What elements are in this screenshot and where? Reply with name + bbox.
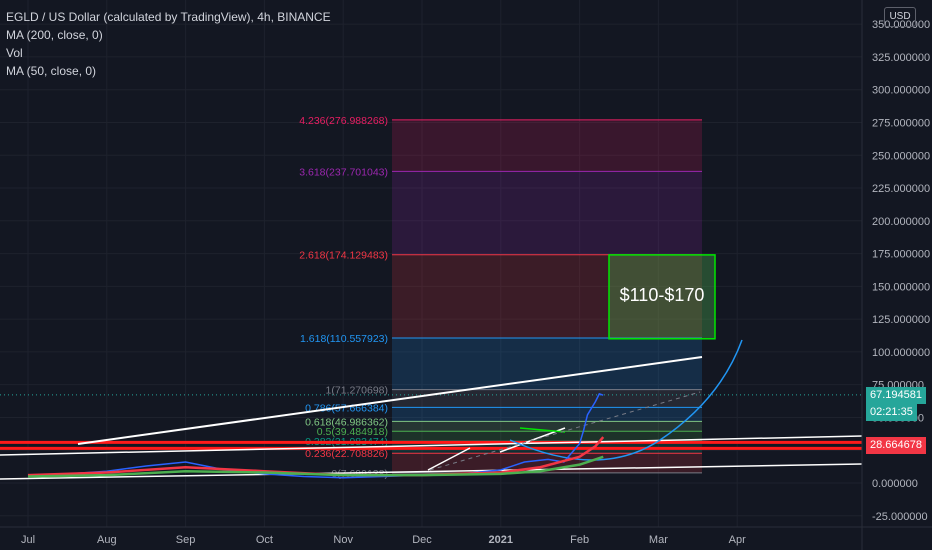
currency-badge[interactable]: USD	[884, 7, 916, 27]
y-tick-label: 300.000000	[872, 85, 930, 97]
fib-band	[392, 171, 702, 255]
price-series	[27, 392, 605, 479]
y-tick-label: 250.000000	[872, 150, 930, 162]
y-tick-label: 200.000000	[872, 216, 930, 228]
fib-band	[392, 407, 702, 422]
y-tick-label: 150.000000	[872, 281, 930, 293]
fib-band	[392, 254, 702, 339]
y-tick-label: 0.000000	[872, 478, 918, 490]
y-tick-label: 225.000000	[872, 183, 930, 195]
projection-line	[429, 391, 701, 471]
x-tick-label: Sep	[176, 534, 196, 546]
ma-200-line	[27, 455, 604, 478]
y-tick-label: 275.000000	[872, 117, 930, 129]
y-tick-label: 325.000000	[872, 52, 930, 64]
fib-level-label: 0.5(39.484918)	[317, 426, 388, 438]
x-tick-label: Nov	[333, 534, 353, 546]
x-tick-label: Jul	[21, 534, 35, 546]
fib-level-label: 4.236(276.988268)	[299, 115, 388, 127]
support-level-tag: 28.664678	[866, 437, 926, 454]
fib-level-label: 1.618(110.557923)	[300, 333, 388, 345]
parabolic-curve	[509, 339, 743, 461]
indicator-ma50[interactable]: MA (50, close, 0)	[6, 64, 97, 78]
flag-line	[519, 427, 566, 433]
trend-lines	[0, 339, 863, 480]
target-range-label: $110-$170	[619, 284, 705, 305]
target-zone	[608, 254, 716, 340]
chart-title: EGLD / US Dollar (calculated by TradingV…	[6, 10, 331, 24]
lower-trend-line	[0, 463, 863, 480]
grid	[0, 0, 862, 527]
countdown-tag: 02:21:35	[866, 404, 917, 421]
fib-level-label: 3.618(237.701043)	[299, 166, 388, 178]
y-tick-label: -25.000000	[872, 511, 928, 523]
fib-band	[392, 421, 702, 432]
y-tick-label: 175.000000	[872, 249, 930, 261]
x-tick-label: Feb	[570, 534, 589, 546]
chart-legend: EGLD / US Dollar (calculated by TradingV…	[6, 8, 331, 80]
x-tick-label: Apr	[729, 534, 746, 546]
fib-level-label: 2.618(174.129483)	[299, 250, 388, 262]
fib-band	[392, 389, 702, 408]
x-tick-label: Oct	[256, 534, 273, 546]
fib-level-label: 0.786(57.666384)	[305, 402, 388, 414]
fib-level-label: 0.618(46.986362)	[305, 416, 388, 428]
fib-level-label: 0.236(22.708826)	[305, 448, 388, 460]
x-tick-label: 2021	[489, 534, 513, 546]
indicator-ma200[interactable]: MA (200, close, 0)	[6, 28, 103, 42]
x-tick-label: Aug	[97, 534, 117, 546]
mid-trend-line	[0, 435, 863, 456]
y-tick-label: 125.000000	[872, 314, 930, 326]
last-price-tag: 67.194581	[866, 387, 926, 404]
x-tick-label: Mar	[649, 534, 668, 546]
y-tick-label: 100.000000	[872, 347, 930, 359]
fib-level-label: 1(71.270698)	[326, 385, 388, 397]
indicator-vol[interactable]: Vol	[6, 46, 23, 60]
fib-band	[392, 119, 702, 172]
wedge-line	[427, 447, 471, 471]
x-tick-label: Dec	[412, 534, 432, 546]
upper-trend-line	[77, 356, 703, 445]
